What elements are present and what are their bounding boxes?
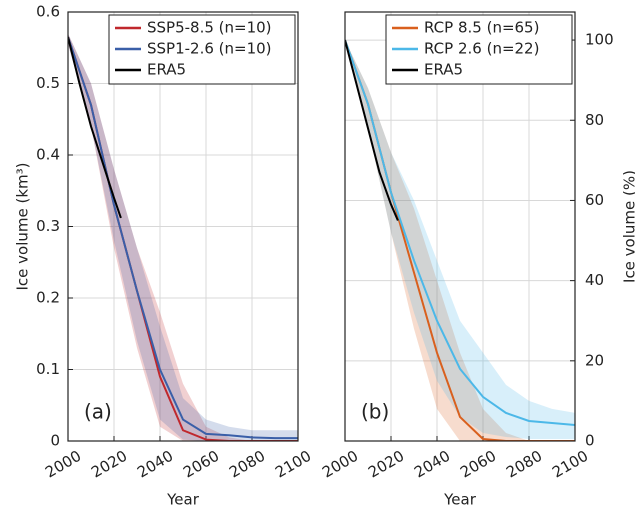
x-tick-label: 2100 <box>272 447 314 482</box>
y-tick-label: 0.5 <box>36 74 60 92</box>
x-axis-label: Year <box>166 491 200 509</box>
uncertainty-band <box>68 33 298 441</box>
legend-label: SSP1-2.6 (n=10) <box>147 40 272 58</box>
series-line <box>345 39 575 426</box>
series-line <box>68 36 122 219</box>
legend-label: RCP 2.6 (n=22) <box>424 40 539 58</box>
frame <box>67 11 299 442</box>
series-line <box>68 36 298 441</box>
x-tick-label: 2020 <box>88 447 130 482</box>
panel-label: (b) <box>361 400 389 424</box>
y-tick-label: 60 <box>585 191 604 209</box>
legend-label: SSP5-8.5 (n=10) <box>147 19 272 37</box>
y-tick-label: 20 <box>585 351 604 369</box>
y-tick-label: 0 <box>50 432 60 450</box>
y-tick-label: 0.2 <box>36 289 60 307</box>
x-tick-label: 2060 <box>457 447 499 482</box>
x-tick-label: 2040 <box>411 447 453 482</box>
y-tick-label: 80 <box>585 111 604 129</box>
x-tick-label: 2080 <box>226 447 268 482</box>
y-tick-label: 0.4 <box>36 146 60 164</box>
uncertainty-band <box>345 40 575 439</box>
panel-label: (a) <box>84 400 112 424</box>
y-tick-label: 0.3 <box>36 217 60 235</box>
plot-area <box>68 33 298 441</box>
series-line <box>345 39 399 221</box>
series-line <box>68 36 298 440</box>
frame <box>344 11 576 442</box>
y-axis-label: Ice volume (%) <box>621 170 635 283</box>
y-axis-label: Ice volume (km³) <box>14 162 32 290</box>
y-tick-label: 0.6 <box>36 3 60 21</box>
uncertainty-band <box>68 33 298 441</box>
y-tick-label: 0 <box>585 432 595 450</box>
x-tick-label: 2080 <box>503 447 545 482</box>
y-tick-label: 100 <box>585 31 614 49</box>
uncertainty-band <box>345 40 575 441</box>
plot-area <box>345 39 575 441</box>
legend-label: RCP 8.5 (n=65) <box>424 19 539 37</box>
legend-label: ERA5 <box>147 61 186 79</box>
y-tick-label: 0.1 <box>36 360 60 378</box>
x-tick-label: 2060 <box>180 447 222 482</box>
legend-label: ERA5 <box>424 61 463 79</box>
x-tick-label: 2040 <box>134 447 176 482</box>
y-tick-label: 40 <box>585 271 604 289</box>
x-tick-label: 2020 <box>365 447 407 482</box>
x-tick-label: 2000 <box>319 447 361 482</box>
x-axis-label: Year <box>443 491 477 509</box>
x-tick-label: 2000 <box>42 447 84 482</box>
x-tick-label: 2100 <box>549 447 591 482</box>
